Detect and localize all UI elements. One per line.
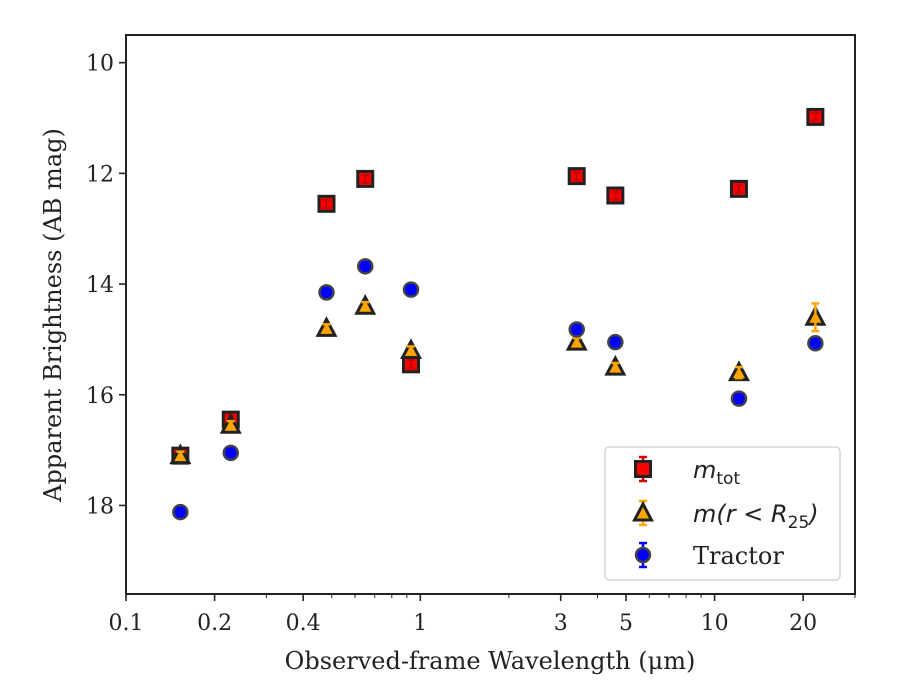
point-triangle bbox=[400, 338, 423, 359]
x-tick-label: 0.4 bbox=[286, 611, 321, 636]
x-tick-label: 0.1 bbox=[109, 611, 144, 636]
y-tick-label: 12 bbox=[86, 162, 114, 187]
x-tick-label: 20 bbox=[789, 611, 817, 636]
y-tick-label: 18 bbox=[86, 494, 114, 519]
legend-marker-triangle bbox=[632, 500, 654, 522]
point-triangle bbox=[169, 443, 192, 465]
point-circle bbox=[807, 335, 824, 352]
x-tick-label: 10 bbox=[701, 611, 729, 636]
point-circle bbox=[730, 390, 748, 407]
point-triangle bbox=[354, 294, 377, 315]
legend-entry: m(r < R25) bbox=[632, 499, 819, 533]
point-circle bbox=[356, 258, 374, 275]
x-tick-label: 3 bbox=[554, 611, 568, 636]
legend-label: Tractor bbox=[693, 542, 784, 570]
x-tick-label: 5 bbox=[619, 611, 633, 636]
series-triangle bbox=[169, 294, 827, 465]
point-circle bbox=[607, 333, 624, 351]
legend-entry: Tractor bbox=[634, 541, 784, 570]
point-triangle bbox=[565, 329, 588, 351]
point-square bbox=[567, 167, 586, 186]
legend-marker-circle bbox=[634, 546, 652, 564]
point-square bbox=[606, 186, 625, 205]
x-tick-label: 0.2 bbox=[197, 611, 232, 636]
y-tick-label: 14 bbox=[86, 273, 114, 298]
point-triangle bbox=[315, 316, 338, 337]
point-square bbox=[806, 107, 825, 126]
x-axis-label: Observed-frame Wavelength (μm) bbox=[285, 647, 696, 675]
legend: mtot m(r < R25) Tractor bbox=[604, 446, 841, 581]
point-square bbox=[729, 179, 748, 198]
point-square bbox=[317, 194, 336, 213]
y-tick-label: 16 bbox=[86, 384, 114, 409]
point-circle bbox=[172, 503, 189, 521]
data-marks bbox=[169, 107, 827, 521]
point-triangle bbox=[727, 360, 750, 382]
plot-frame bbox=[125, 34, 856, 595]
point-triangle bbox=[804, 302, 827, 333]
point-triangle bbox=[604, 354, 627, 376]
x-tick-label: 1 bbox=[413, 611, 427, 636]
legend-marker-square bbox=[634, 460, 652, 478]
axes: 0.1 0.2 0.4 1 3 5 10 20 10 12 14 16 18 bbox=[86, 52, 856, 636]
point-triangle bbox=[219, 412, 242, 434]
point-square bbox=[356, 169, 375, 188]
legend-entry: mtot bbox=[634, 455, 740, 489]
y-axis-label: Apparent Brightness (AB mag) bbox=[39, 128, 67, 503]
y-tick-label: 10 bbox=[86, 52, 114, 77]
point-circle bbox=[568, 321, 585, 338]
series-circle bbox=[172, 258, 824, 521]
legend-box bbox=[604, 446, 841, 581]
legend-label: mtot bbox=[693, 456, 740, 489]
point-circle bbox=[222, 444, 240, 462]
legend-label: m(r < R25) bbox=[693, 500, 819, 533]
point-square bbox=[402, 355, 421, 374]
point-circle bbox=[402, 281, 420, 298]
point-circle bbox=[318, 284, 335, 301]
